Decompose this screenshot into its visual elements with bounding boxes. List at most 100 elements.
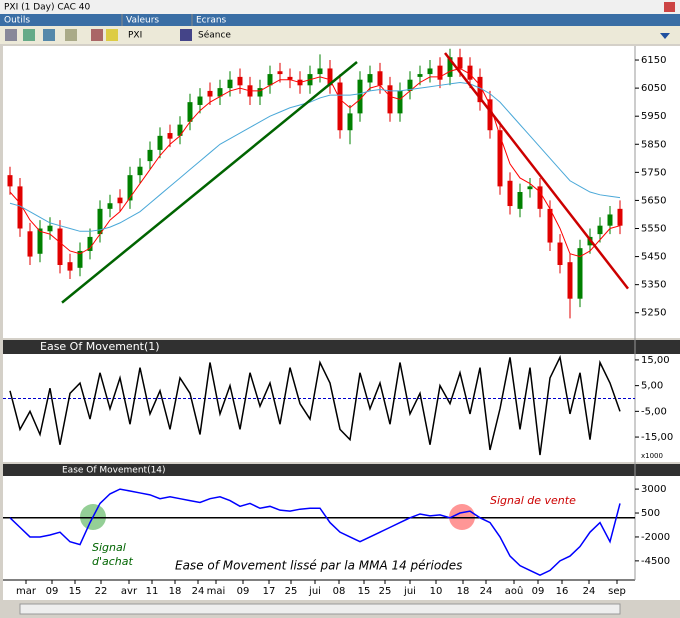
x-tick-label: 16 [556, 586, 569, 597]
y-tick-label: 5250 [641, 308, 666, 319]
candle-body [167, 133, 173, 139]
x-tick-label: aoû [505, 585, 524, 597]
candle-body [137, 166, 143, 176]
x-tick-label: 24 [192, 586, 205, 597]
candle-body [257, 88, 263, 97]
y-tick-label: 5650 [641, 195, 666, 206]
x-tick-label: mar [16, 586, 37, 597]
tool-icon[interactable] [23, 29, 35, 41]
series-line [9, 354, 621, 456]
candle-body [397, 90, 403, 114]
x-tick-label: 11 [146, 586, 159, 597]
candle-body [607, 214, 613, 226]
x-tick-label: 24 [480, 586, 493, 597]
y-tick-label: -5,00 [641, 406, 667, 417]
period-field[interactable]: Séance [198, 30, 231, 41]
panel-title: Ease Of Movement(1) [40, 340, 160, 353]
panel-title: Ease Of Movement(14) [62, 466, 166, 476]
candle-body [387, 85, 393, 114]
candle-body [327, 68, 333, 86]
candle-body [237, 76, 243, 86]
candle-body [87, 236, 93, 251]
annotation: Signal de vente [490, 494, 576, 507]
candle-body [7, 175, 13, 187]
candle-body [187, 102, 193, 122]
candle-body [417, 74, 423, 77]
eom1-panel [3, 354, 680, 462]
y-tick-label: 5550 [641, 224, 666, 235]
panel-header [3, 464, 680, 476]
tool-icon[interactable] [180, 29, 192, 41]
close-button[interactable] [664, 2, 675, 12]
title-bar [0, 0, 680, 14]
tool-icon[interactable] [91, 29, 103, 41]
symbol-field[interactable]: PXI [128, 31, 142, 41]
candle-body [437, 65, 443, 80]
x-tick-label: avr [121, 586, 138, 597]
candle-body [27, 231, 33, 257]
candle-body [37, 228, 43, 254]
x-tick-label: 25 [379, 586, 392, 597]
candle-body [57, 228, 63, 265]
y-tick-label: 5850 [641, 139, 666, 150]
x-tick-label: jui [308, 586, 321, 597]
tool-icon[interactable] [106, 29, 118, 41]
candle-body [447, 57, 453, 77]
x-tick-label: 18 [169, 586, 182, 597]
candle-body [207, 90, 213, 97]
candle-body [557, 242, 563, 265]
candle-body [277, 71, 283, 75]
menu[interactable]: Outils [4, 16, 30, 26]
x-tick-label: 09 [237, 586, 250, 597]
candle-body [457, 57, 463, 69]
candle-body [117, 197, 123, 204]
y-tick-label: 6050 [641, 83, 666, 94]
x-tick-label: 24 [583, 586, 596, 597]
x-tick-label: 17 [263, 586, 276, 597]
y-tick-label: 6150 [641, 55, 666, 66]
trendline [61, 61, 358, 304]
x-tick-label: 09 [532, 586, 545, 597]
y-tick-label: 5950 [641, 111, 666, 122]
y-tick-label: 5750 [641, 167, 666, 178]
y-tick-label: -15,00 [641, 432, 673, 443]
sell-signal [449, 504, 475, 530]
tool-icon[interactable] [65, 29, 77, 41]
trendline [444, 52, 629, 290]
candle-body [227, 79, 233, 89]
toolbar [0, 26, 680, 44]
candle-body [357, 79, 363, 114]
candle-body [317, 68, 323, 75]
date-axis [3, 580, 680, 600]
x-tick-label: 22 [95, 586, 108, 597]
candle-body [17, 186, 23, 229]
candle-body [217, 88, 223, 97]
scroll-track[interactable] [19, 603, 621, 615]
series-line [9, 81, 621, 232]
tool-icon[interactable] [5, 29, 17, 41]
y-tick-label: 5,00 [641, 381, 663, 392]
tool-icon[interactable] [43, 29, 55, 41]
candle-body [567, 262, 573, 299]
menu[interactable]: Ecrans [196, 16, 227, 26]
candle-body [107, 203, 113, 209]
menu[interactable]: Valeurs [126, 16, 159, 26]
x-tick-label: mai [207, 586, 226, 597]
candle-body [467, 65, 473, 80]
dropdown-arrow[interactable] [660, 33, 670, 39]
series-line [9, 67, 621, 258]
candle-body [77, 250, 83, 268]
candle-body [537, 186, 543, 209]
x-tick-label: jui [403, 586, 416, 597]
candle-body [337, 82, 343, 131]
candle-body [517, 192, 523, 209]
candle-body [477, 76, 483, 103]
y-tick-label: -2000 [641, 532, 670, 543]
x-tick-label: 15 [358, 586, 371, 597]
candle-body [127, 175, 133, 201]
candle-body [377, 71, 383, 86]
y-tick-label: 500 [641, 508, 660, 519]
annotation: Ease of Movement lissé par la MMA 14 pér… [175, 559, 462, 573]
candle-body [617, 208, 623, 226]
eom14-panel [3, 476, 680, 580]
